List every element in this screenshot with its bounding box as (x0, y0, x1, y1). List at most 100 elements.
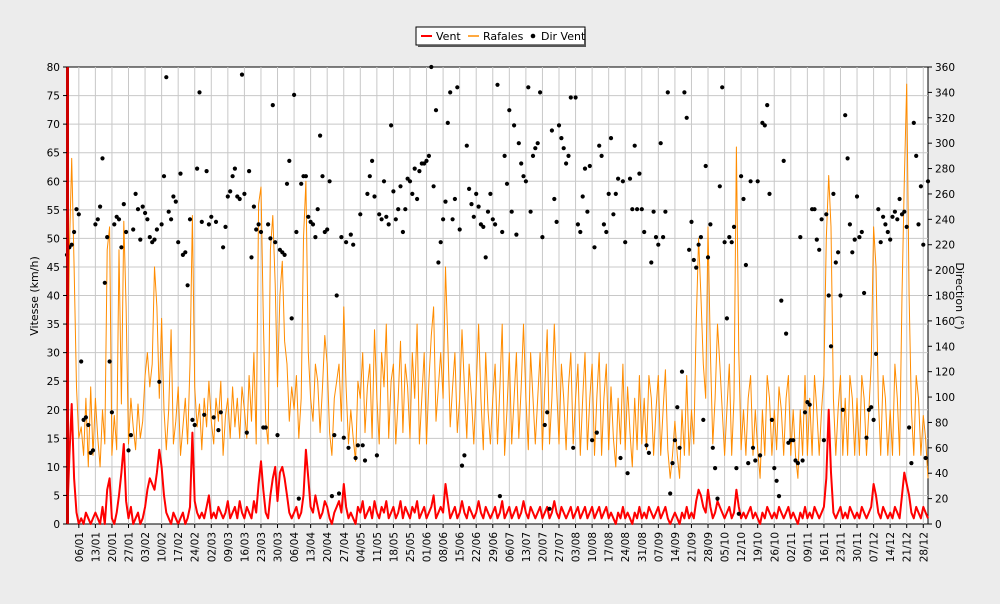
dir-vent-point (772, 466, 777, 471)
dir-vent-point (176, 240, 181, 245)
dir-vent-point (701, 417, 706, 422)
dir-vent-point (824, 212, 829, 217)
dir-vent-point (545, 410, 550, 415)
dir-vent-point (897, 196, 902, 202)
dir-vent-point (864, 435, 869, 440)
dir-vent-point (166, 209, 171, 214)
dir-vent-point (147, 235, 152, 240)
dir-vent-point (69, 242, 74, 247)
dir-vent-point (627, 176, 633, 181)
x-tick-label: 24/08 (620, 532, 632, 562)
dir-vent-point (514, 232, 519, 237)
dir-vent-point (646, 450, 652, 455)
dir-vent-point (684, 115, 689, 120)
dir-vent-point (511, 123, 517, 128)
x-tick-label: 23/11 (835, 532, 847, 562)
x-tick-label: 05/10 (720, 532, 732, 562)
dir-vent-point (559, 136, 564, 141)
dir-vent-point (429, 64, 434, 70)
legend-dir-vent-swatch (530, 33, 536, 39)
dir-vent-point (173, 199, 178, 204)
legend-label: Dir Vent (541, 30, 586, 43)
x-tick-label: 07/12 (869, 532, 881, 562)
dir-vent-point (741, 196, 746, 202)
dir-vent-point (403, 207, 408, 212)
y2-tick-label: 260 (935, 189, 955, 201)
y2-tick-label: 100 (935, 392, 955, 404)
dir-vent-point (613, 191, 618, 196)
dir-vent-point (469, 202, 474, 207)
x-tick-label: 21/09 (686, 532, 698, 562)
dir-vent-point (892, 209, 898, 214)
dir-vent-point (523, 179, 529, 184)
dir-vent-point (128, 433, 133, 438)
dir-vent-point (703, 163, 708, 169)
dir-vent-point (389, 123, 394, 128)
dir-vent-point (398, 184, 403, 189)
dir-vent-point (554, 219, 559, 224)
dir-vent-point (474, 191, 479, 196)
y-tick-label: 60 (47, 176, 60, 188)
dir-vent-point (620, 179, 626, 184)
dir-vent-point (249, 255, 254, 260)
dir-vent-point (519, 161, 524, 166)
dir-vent-point (393, 217, 398, 222)
dir-vent-point (535, 141, 540, 146)
dir-vent-point (289, 316, 294, 321)
dir-vent-point (284, 181, 290, 186)
dir-vent-point (717, 184, 722, 189)
x-tick-label: 13/07 (521, 532, 533, 562)
x-tick-label: 06/04 (289, 532, 301, 563)
dir-vent-point (677, 445, 682, 450)
dir-vent-point (436, 260, 441, 265)
dir-vent-point (159, 222, 164, 227)
y2-tick-label: 20 (935, 494, 948, 506)
x-tick-label: 03/02 (140, 532, 152, 562)
x-tick-label: 29/06 (488, 532, 500, 563)
dir-vent-point (79, 359, 84, 364)
dir-vent-point (776, 494, 782, 499)
dir-vent-point (639, 207, 644, 212)
dir-vent-point (209, 214, 214, 219)
dir-vent-point (74, 207, 79, 212)
dir-vent-point (256, 222, 261, 227)
dir-vent-point (840, 407, 845, 412)
dir-vent-point (481, 224, 486, 229)
y2-tick-label: 200 (935, 265, 955, 277)
dir-vent-point (242, 191, 247, 196)
dir-vent-point (885, 229, 890, 235)
dir-vent-point (488, 191, 493, 196)
dir-vent-point (471, 214, 476, 219)
vent-axis-marker (66, 67, 69, 524)
dir-vent-point (396, 207, 401, 212)
x-tick-label: 10/02 (157, 532, 169, 562)
dir-vent-point (758, 453, 763, 458)
dir-vent-point (161, 174, 167, 179)
dir-vent-point (341, 435, 346, 440)
y-tick-label: 65 (47, 148, 60, 160)
x-tick-label: 17/08 (604, 532, 616, 562)
dir-vent-point (76, 212, 81, 217)
y-tick-label: 25 (47, 376, 60, 388)
x-tick-label: 20/01 (107, 532, 119, 562)
dir-vent-point (221, 245, 226, 250)
dir-vent-point (682, 90, 687, 95)
dir-vent-point (367, 174, 372, 179)
dir-vent-point (183, 250, 188, 255)
dir-vent-point (467, 186, 472, 191)
dir-vent-point (694, 265, 699, 270)
dir-vent-point (346, 445, 351, 450)
x-tick-label: 30/11 (852, 532, 864, 562)
dir-vent-point (495, 82, 500, 87)
dir-vent-point (213, 219, 219, 224)
x-tick-label: 11/05 (372, 532, 384, 562)
dir-vent-point (211, 415, 216, 420)
y2-tick-label: 240 (935, 214, 955, 226)
dir-vent-point (490, 217, 495, 222)
dir-vent-point (850, 250, 855, 255)
dir-vent-point (313, 235, 318, 240)
dir-vent-point (344, 240, 349, 245)
dir-vent-point (663, 209, 668, 214)
dir-vent-point (859, 229, 864, 235)
dir-vent-point (904, 224, 909, 229)
